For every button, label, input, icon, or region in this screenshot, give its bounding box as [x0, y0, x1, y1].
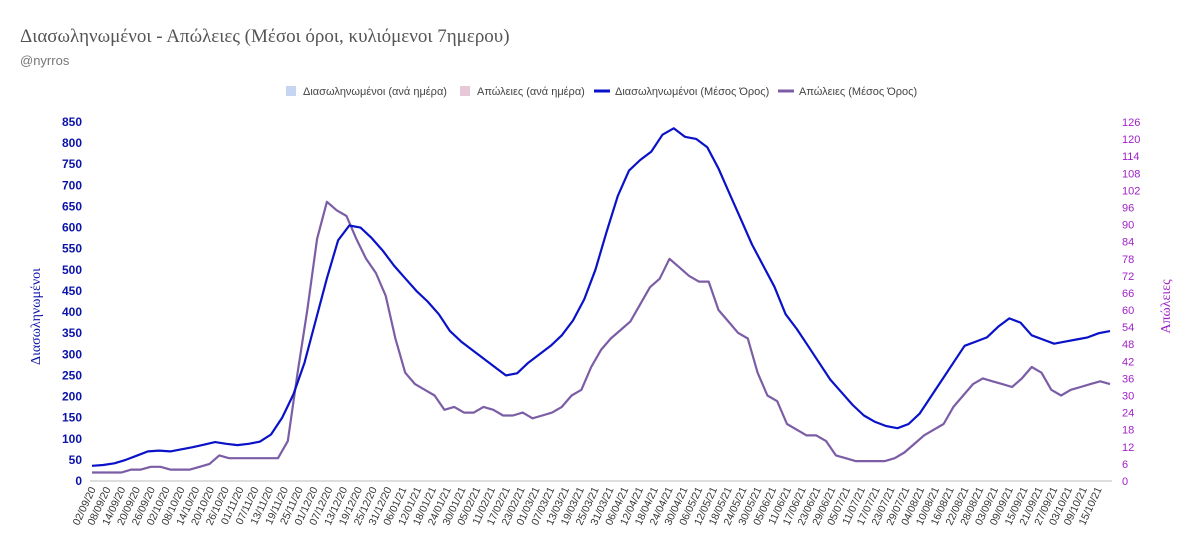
legend-label: Απώλειες (ανά ημέρα): [477, 86, 585, 98]
y-left-tick-label: 150: [62, 411, 82, 425]
y-left-tick-label: 550: [62, 242, 82, 256]
y-left-tick-label: 0: [75, 474, 82, 488]
y-right-tick-label: 48: [1122, 339, 1134, 351]
y-left-tick-label: 400: [62, 305, 82, 319]
y-right-tick-label: 24: [1122, 408, 1134, 420]
y-left-tick-label: 600: [62, 221, 82, 235]
y-right-tick-label: 30: [1122, 391, 1134, 403]
chart-subtitle: @nyrros: [20, 53, 70, 68]
legend: Διασωληνωμένοι (ανά ημέρα) Απώλειες (ανά …: [286, 86, 917, 98]
y-left-tick-label: 50: [69, 453, 83, 467]
y-left-tick-label: 850: [62, 115, 82, 129]
y-left-tick-label: 500: [62, 263, 82, 277]
intubated-average-line: [91, 127, 1111, 467]
y-right-tick-label: 78: [1122, 254, 1134, 266]
y-left-tick-label: 350: [62, 326, 82, 340]
y-right-tick-label: 66: [1122, 288, 1134, 300]
y-right-tick-label: 84: [1122, 237, 1134, 249]
y-left-tick-label: 750: [62, 157, 82, 171]
y-right-tick-label: 54: [1122, 322, 1134, 334]
y-right-tick-label: 90: [1122, 220, 1134, 232]
y-right-tick-label: 60: [1122, 305, 1134, 317]
y-left-tick-label: 100: [62, 432, 82, 446]
y-right-tick-label: 120: [1122, 134, 1140, 146]
y-right-tick-label: 36: [1122, 373, 1134, 385]
y-left-tick-label: 250: [62, 368, 82, 382]
y-right-tick-label: 6: [1122, 459, 1128, 471]
y-right-tick-label: 12: [1122, 442, 1134, 454]
y-left-tick-label: 700: [62, 178, 82, 192]
y-right-tick-label: 126: [1122, 117, 1140, 129]
legend-label: Απώλειες (Μέσος Όρος): [799, 86, 917, 98]
legend-label: Διασωληνωμένοι (ανά ημέρα): [303, 86, 447, 98]
legend-swatch: [460, 86, 470, 96]
y-right-axis-title: Απώλειες: [1159, 279, 1174, 334]
legend-swatch: [286, 86, 296, 96]
y-right-tick-label: 114: [1122, 151, 1140, 163]
y-left-tick-label: 300: [62, 347, 82, 361]
y-right-tick-label: 0: [1122, 476, 1128, 488]
average-lines: [91, 127, 1111, 474]
y-right-tick-label: 96: [1122, 202, 1134, 214]
y-right-tick-label: 42: [1122, 356, 1134, 368]
y-left-axis-title: Διασωληνωμένοι: [29, 268, 44, 365]
chart-title: Διασωληνωμένοι - Απώλειες (Μέσοι όροι, κ…: [20, 26, 510, 47]
y-left-tick-label: 650: [62, 199, 82, 213]
y-right-tick-label: 102: [1122, 185, 1140, 197]
y-left-tick-label: 800: [62, 136, 82, 150]
legend-label: Διασωληνωμένοι (Μέσος Όρος): [615, 86, 769, 98]
y-right-tick-label: 18: [1122, 425, 1134, 437]
y-right-tick-label: 108: [1122, 168, 1140, 180]
y-right-tick-label: 72: [1122, 271, 1134, 283]
axes: 0501001502002503003504004505005506006507…: [29, 115, 1174, 527]
deaths-average-line: [92, 200, 1111, 474]
y-left-tick-label: 200: [62, 390, 82, 404]
y-left-tick-label: 450: [62, 284, 82, 298]
